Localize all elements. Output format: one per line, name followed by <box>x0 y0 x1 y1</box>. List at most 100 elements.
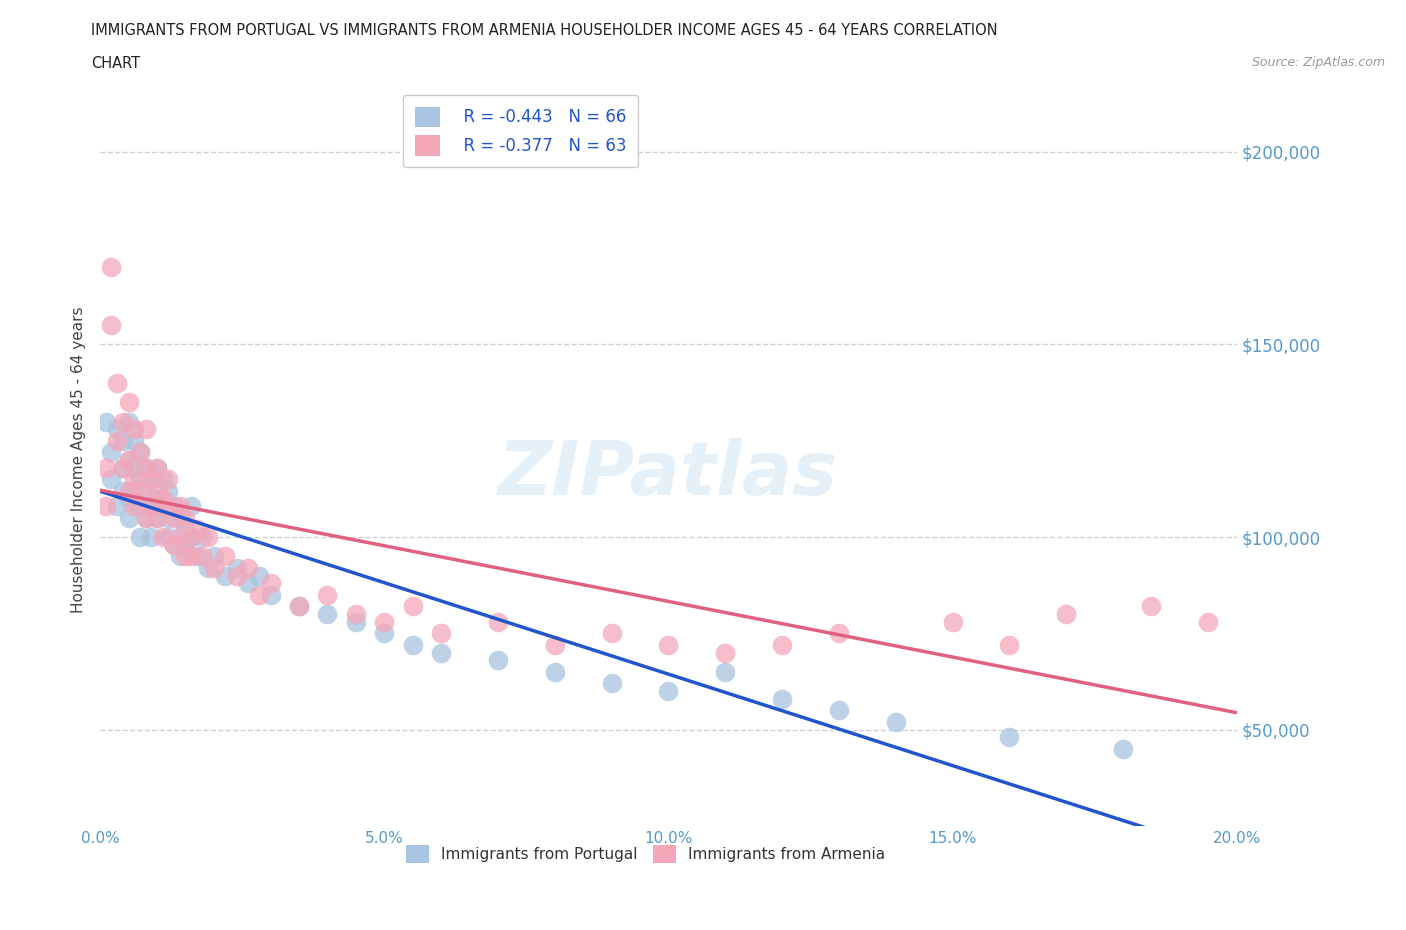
Point <box>117 453 139 468</box>
Point <box>225 568 247 583</box>
Point <box>236 561 259 576</box>
Point <box>1140 599 1163 614</box>
Point <box>714 645 737 660</box>
Point <box>402 637 425 652</box>
Point <box>157 511 180 525</box>
Point <box>105 376 128 391</box>
Point <box>135 511 157 525</box>
Point <box>174 549 197 564</box>
Point <box>828 703 851 718</box>
Point <box>122 484 145 498</box>
Point <box>288 599 311 614</box>
Point <box>214 568 236 583</box>
Point <box>259 588 281 603</box>
Point <box>146 460 169 475</box>
Point <box>544 637 567 652</box>
Point <box>111 460 134 475</box>
Point <box>316 588 339 603</box>
Point <box>1054 606 1077 621</box>
Point <box>247 588 270 603</box>
Point <box>163 498 186 513</box>
Point <box>163 538 186 552</box>
Point <box>117 453 139 468</box>
Point <box>191 530 214 545</box>
Point <box>129 530 152 545</box>
Point <box>105 433 128 448</box>
Point <box>163 538 186 552</box>
Point <box>942 615 965 630</box>
Point <box>998 730 1021 745</box>
Point <box>117 414 139 429</box>
Point <box>100 318 122 333</box>
Point <box>998 637 1021 652</box>
Point <box>122 422 145 437</box>
Point <box>373 626 395 641</box>
Point <box>135 460 157 475</box>
Point <box>152 472 174 486</box>
Point <box>225 561 247 576</box>
Point <box>146 511 169 525</box>
Point <box>157 472 180 486</box>
Point <box>770 691 793 706</box>
Point <box>180 530 202 545</box>
Point <box>94 460 117 475</box>
Y-axis label: Householder Income Ages 45 - 64 years: Householder Income Ages 45 - 64 years <box>72 307 86 613</box>
Legend: Immigrants from Portugal, Immigrants from Armenia: Immigrants from Portugal, Immigrants fro… <box>399 839 891 870</box>
Point <box>141 498 163 513</box>
Point <box>105 498 128 513</box>
Point <box>141 530 163 545</box>
Point <box>129 498 152 513</box>
Point <box>152 491 174 506</box>
Point <box>214 549 236 564</box>
Point <box>197 530 219 545</box>
Point <box>157 498 180 513</box>
Point <box>236 576 259 591</box>
Point <box>1197 615 1219 630</box>
Point <box>122 472 145 486</box>
Point <box>600 676 623 691</box>
Point <box>1112 741 1135 756</box>
Point <box>117 484 139 498</box>
Point <box>146 484 169 498</box>
Point <box>191 549 214 564</box>
Point <box>316 606 339 621</box>
Point <box>828 626 851 641</box>
Point <box>135 460 157 475</box>
Point <box>180 498 202 513</box>
Point <box>117 511 139 525</box>
Point <box>169 498 191 513</box>
Point <box>544 664 567 679</box>
Point <box>141 498 163 513</box>
Point <box>259 576 281 591</box>
Point <box>141 472 163 486</box>
Point <box>344 615 367 630</box>
Point <box>163 511 186 525</box>
Point <box>714 664 737 679</box>
Point <box>344 606 367 621</box>
Point <box>884 714 907 729</box>
Point <box>174 538 197 552</box>
Point <box>770 637 793 652</box>
Point <box>186 522 208 537</box>
Point <box>105 422 128 437</box>
Point <box>129 445 152 459</box>
Point <box>247 568 270 583</box>
Point <box>129 484 152 498</box>
Point <box>202 561 225 576</box>
Point <box>657 684 679 698</box>
Point <box>122 460 145 475</box>
Point <box>174 511 197 525</box>
Point <box>94 414 117 429</box>
Point <box>111 414 134 429</box>
Point <box>180 530 202 545</box>
Point <box>152 498 174 513</box>
Point <box>157 530 180 545</box>
Point <box>111 433 134 448</box>
Point <box>141 472 163 486</box>
Point <box>174 522 197 537</box>
Point <box>129 445 152 459</box>
Point <box>135 511 157 525</box>
Text: ZIPatlas: ZIPatlas <box>498 438 838 512</box>
Point <box>169 530 191 545</box>
Point <box>180 549 202 564</box>
